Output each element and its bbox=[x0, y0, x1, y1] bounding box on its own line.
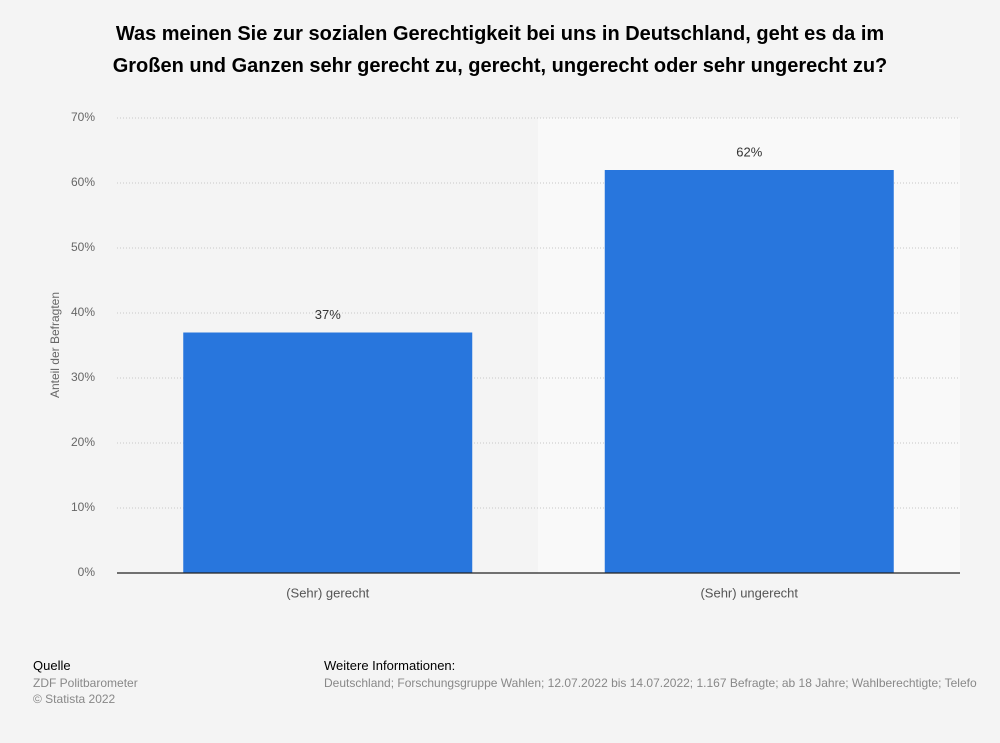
chart-title: Was meinen Sie zur sozialen Gerechtigkei… bbox=[112, 23, 888, 77]
y-tick-label: 20% bbox=[71, 435, 95, 449]
source: ZDF Politbarometer bbox=[33, 676, 138, 690]
bar bbox=[183, 332, 473, 573]
value-label: 37% bbox=[315, 307, 341, 322]
value-label: 62% bbox=[736, 144, 762, 159]
x-tick-label: (Sehr) ungerecht bbox=[700, 585, 798, 600]
info-heading: Weitere Informationen: bbox=[324, 658, 456, 673]
bar bbox=[604, 170, 894, 573]
source-heading: Quelle bbox=[33, 658, 71, 673]
y-tick-label: 70% bbox=[71, 110, 95, 124]
y-tick-label: 10% bbox=[71, 500, 95, 514]
y-tick-label: 50% bbox=[71, 240, 95, 254]
y-tick-label: 40% bbox=[71, 305, 95, 319]
y-tick-label: 60% bbox=[71, 175, 95, 189]
info: Deutschland; Forschungsgruppe Wahlen; 12… bbox=[324, 676, 977, 690]
y-tick-label: 30% bbox=[71, 370, 95, 384]
y-axis-label: Anteil der Befragten bbox=[48, 292, 62, 398]
y-tick-label: 0% bbox=[78, 565, 96, 579]
copyright: © Statista 2022 bbox=[33, 692, 116, 706]
x-tick-label: (Sehr) gerecht bbox=[286, 585, 369, 600]
